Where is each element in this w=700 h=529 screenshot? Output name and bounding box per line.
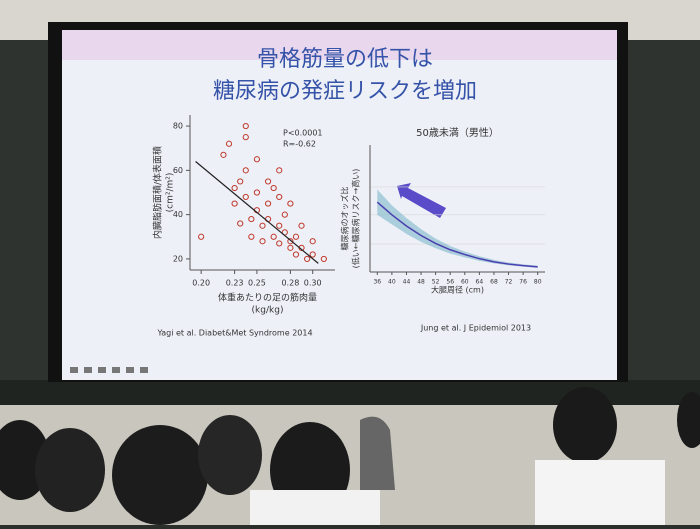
x-tick-label: 76 <box>519 279 527 286</box>
point <box>292 251 300 258</box>
point <box>253 189 261 196</box>
point <box>281 211 288 218</box>
slide-title: 骨格筋量の低下は <box>257 47 433 72</box>
source: Jung et al. J Epidemiol 2013 <box>420 324 531 333</box>
point <box>264 178 272 185</box>
y-tick-label: 60 <box>173 166 183 175</box>
point <box>198 233 205 240</box>
x-tick-label: 52 <box>432 279 440 286</box>
point <box>259 222 266 229</box>
y-label: 糖尿病のオッズ比 <box>340 187 350 251</box>
point <box>287 200 294 207</box>
slide-band <box>62 30 617 60</box>
point <box>320 255 327 263</box>
point <box>231 184 238 192</box>
point <box>292 233 300 240</box>
point <box>276 193 283 201</box>
x-tick-label: 60 <box>461 279 469 286</box>
point <box>309 238 316 245</box>
point <box>237 178 244 185</box>
point <box>259 238 266 245</box>
toolbar <box>70 367 148 373</box>
point <box>237 220 244 227</box>
point <box>270 184 277 192</box>
x-tick-label: 72 <box>505 279 513 286</box>
slide-title: 糖尿病の発症リスクを増加 <box>213 79 477 104</box>
point <box>220 151 227 158</box>
line <box>376 201 538 268</box>
y-tick-label: 80 <box>173 122 183 131</box>
x-tick-label: 0.25 <box>248 279 266 288</box>
x-tick-label: 36 <box>373 279 381 286</box>
point <box>309 251 316 258</box>
point <box>287 238 294 245</box>
x-label: 大腿周径 (cm) <box>431 285 484 295</box>
point <box>225 140 233 147</box>
point <box>242 193 249 201</box>
point <box>253 156 261 163</box>
point <box>248 215 255 223</box>
annotation: R=-0.62 <box>283 140 316 149</box>
chart-title: 50歳未満（男性） <box>416 126 499 139</box>
x-tick-label: 0.28 <box>281 279 299 288</box>
x-tick-label: 40 <box>388 279 396 286</box>
source: Yagi et al. Diabet&Met Syndrome 2014 <box>156 329 312 338</box>
x-tick-label: 68 <box>490 279 498 286</box>
point <box>276 167 283 174</box>
x-tick-label: 0.23 <box>226 279 244 288</box>
point <box>248 233 255 240</box>
point <box>287 244 294 251</box>
x-tick-label: 0.30 <box>304 279 322 288</box>
x-tick-label: 64 <box>476 279 484 286</box>
y-label: (低い←糖尿病リスク→高い) <box>351 169 361 269</box>
x-tick-label: 44 <box>403 279 411 286</box>
x-tick-label: 0.20 <box>192 279 210 288</box>
x-label: 体重あたりの足の筋肉量 <box>218 292 317 304</box>
x-tick-label: 56 <box>446 279 454 286</box>
fit-line <box>195 161 319 264</box>
point <box>270 233 277 240</box>
audience <box>0 387 700 525</box>
y-tick-label: 20 <box>173 254 183 263</box>
x-tick-label: 48 <box>417 279 425 286</box>
annotation: P<0.0001 <box>283 129 323 138</box>
arrow <box>397 183 446 218</box>
x-tick-label: 80 <box>534 279 542 286</box>
point <box>231 200 238 207</box>
point <box>264 200 272 207</box>
point <box>304 255 311 263</box>
point <box>298 222 305 229</box>
slide <box>62 30 617 380</box>
y-tick-label: 40 <box>173 210 183 219</box>
x-label: (kg/kg) <box>252 306 284 316</box>
point <box>242 167 249 174</box>
point <box>276 222 283 229</box>
point <box>242 134 249 141</box>
y-label: (cm²/m²) <box>166 173 176 213</box>
point <box>276 240 283 247</box>
y-label: 内臓脂肪面積/体表面積 <box>152 146 164 239</box>
point <box>242 122 249 130</box>
